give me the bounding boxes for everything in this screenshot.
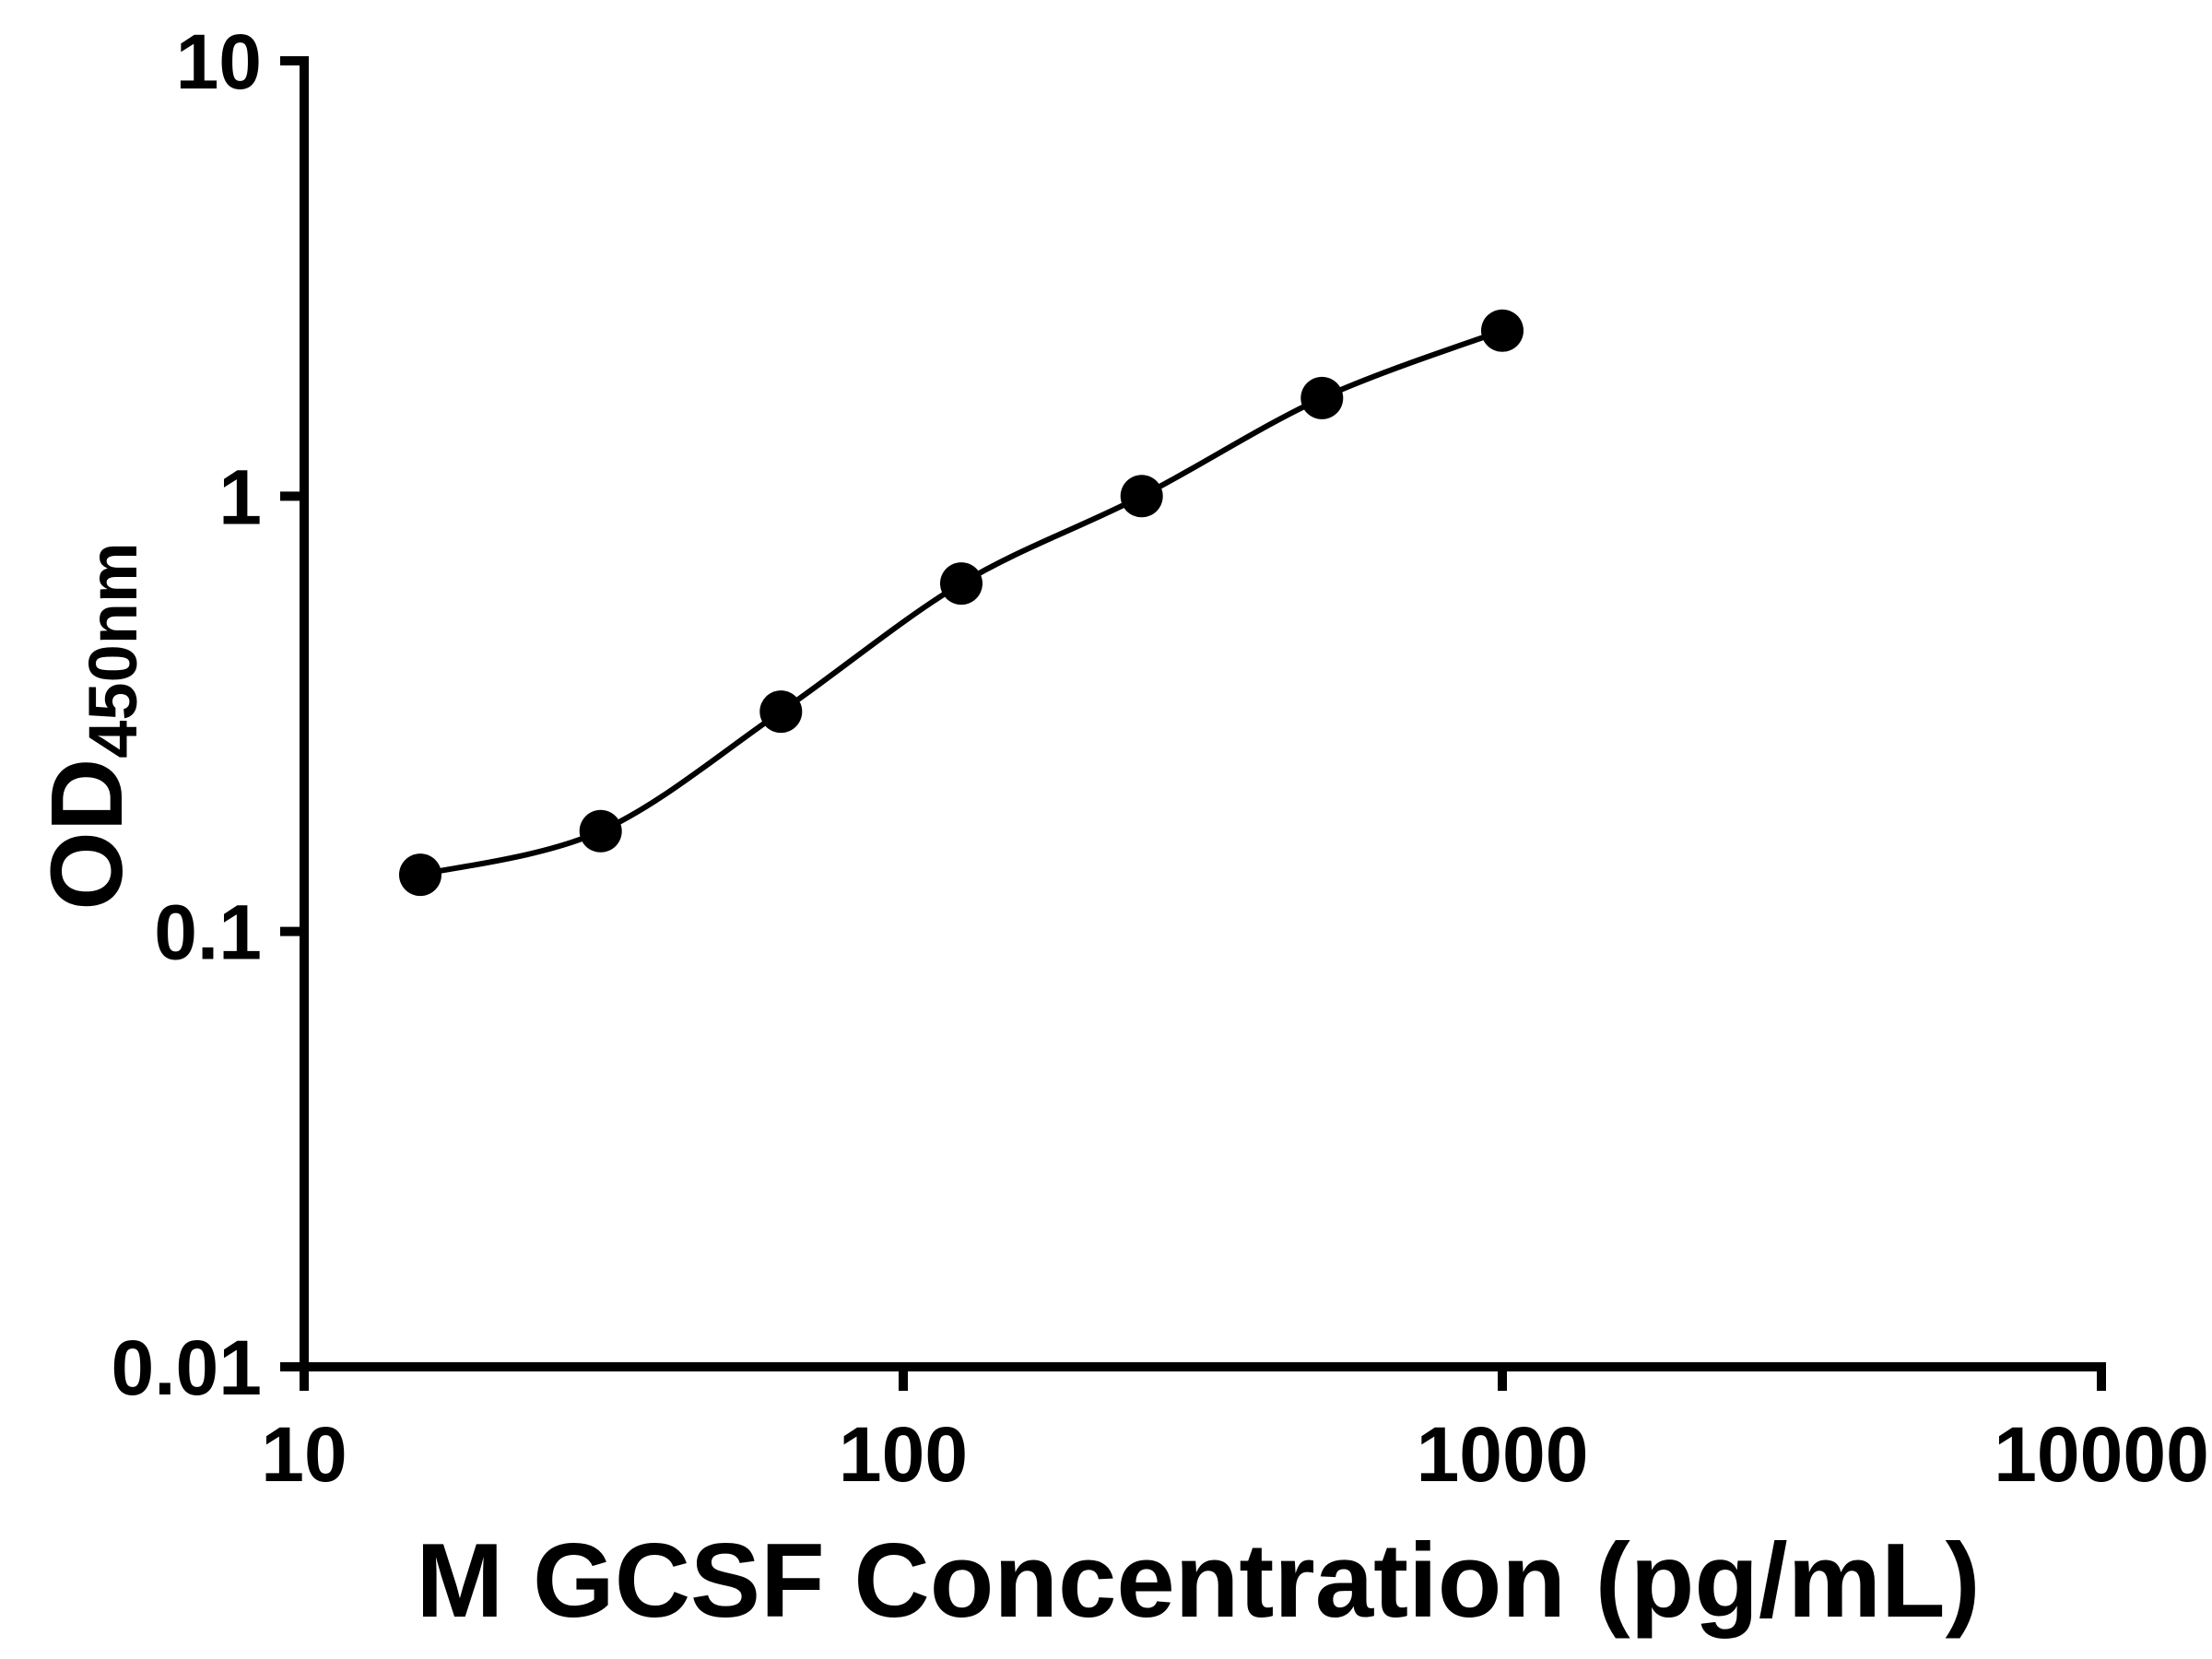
y-axis-label-subscript: 450nm [75,542,151,759]
y-tick-label: 0.01 [112,1324,263,1411]
x-tick-label: 1000 [1417,1411,1589,1498]
y-axis-label: OD450nm [30,542,151,910]
x-axis-label: M GCSF Concentration (pg/mL) [416,1523,1981,1640]
y-axis-label-main: OD [30,758,144,911]
axes-spine [300,56,2106,1371]
x-tick-label: 10 [261,1411,347,1498]
data-point [1481,309,1524,352]
x-tick-label: 10000 [1994,1411,2209,1498]
data-point [579,809,622,853]
data-point [399,853,441,897]
data-point [759,690,803,734]
y-tick-label: 1 [218,453,262,540]
data-point [1120,475,1163,518]
y-tick-label: 0.1 [154,889,262,976]
y-tick-label: 10 [176,18,262,105]
x-tick-label: 100 [839,1411,968,1498]
data-point [1300,376,1344,419]
data-point [940,562,982,606]
